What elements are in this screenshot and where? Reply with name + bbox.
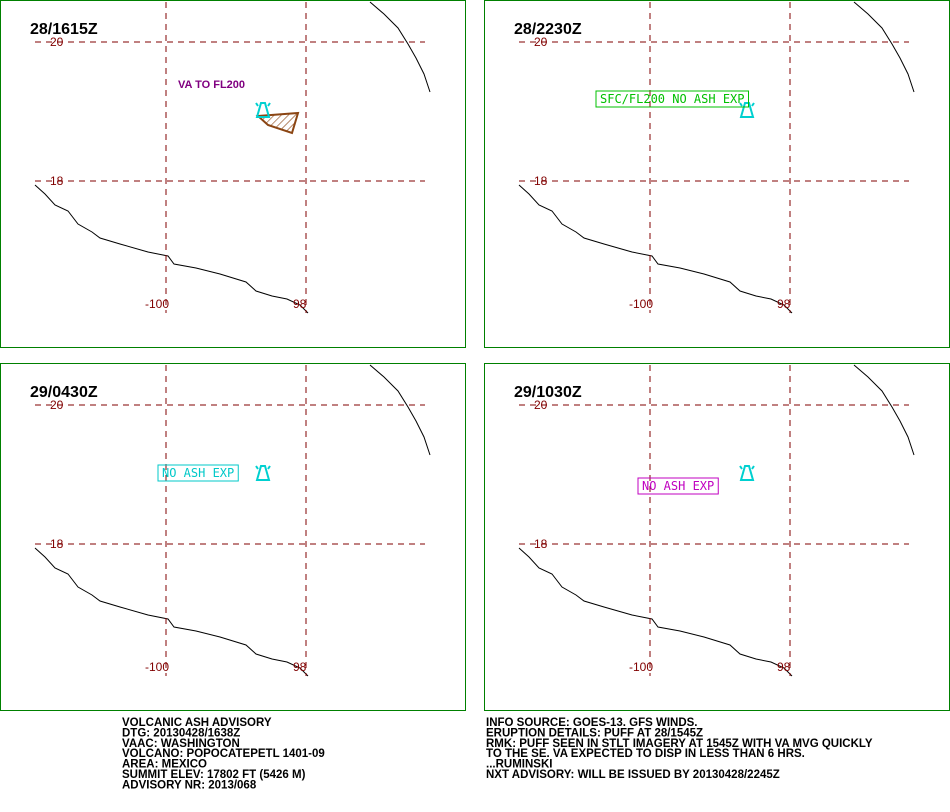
lon-label: -100 [145,660,169,674]
panel-frame [484,0,950,348]
footer-line: INFO SOURCE: GOES-13. GFS WINDS. [486,717,698,729]
valid-time: 28/2230Z [514,21,582,38]
footer-line: RMK: PUFF SEEN IN STLT IMAGERY AT 1545Z … [486,738,873,750]
footer-line: ...RUMINSKI [486,759,552,771]
panel-frame [484,363,950,711]
lon-label: -100 [145,297,169,311]
footer-line: VOLCANIC ASH ADVISORY [122,717,272,729]
lat-label: 18 [534,537,548,551]
annotation-box [637,477,719,495]
coastline [34,184,309,314]
lat-label: 20 [50,398,64,412]
coastline [853,364,915,456]
coastline [369,1,431,93]
coastline [853,1,915,93]
annotation: NO ASH EXP [642,479,714,493]
lat-label: 18 [50,537,64,551]
annotation: NO ASH EXP [162,466,234,480]
lat-label: 18 [534,174,548,188]
footer-line: NXT ADVISORY: WILL BE ISSUED BY 20130428… [486,769,780,781]
lat-label: 20 [534,35,548,49]
footer-line: DTG: 20130428/1638Z [122,727,240,739]
footer-line: TO THE SE. VA EXPECTED TO DISP IN LESS T… [486,748,805,760]
volcano-icon [255,102,271,118]
lon-label: -100 [629,660,653,674]
lat-label: 20 [50,35,64,49]
coastline [369,364,431,456]
footer-line: SUMMIT ELEV: 17802 FT (5426 M) [122,769,306,781]
lon-label: 98 [293,297,307,311]
valid-time: 29/0430Z [30,384,98,401]
lat-label: 20 [534,398,548,412]
annotation-box [157,464,239,482]
footer-line: ADVISORY NR: 2013/068 [122,779,257,791]
footer-line: VOLCANO: POPOCATEPETL 1401-09 [122,748,325,760]
annotation: SFC/FL200 NO ASH EXP [600,92,745,106]
panel-frame [0,0,466,348]
lon-label: -100 [629,297,653,311]
coastline [34,547,309,677]
lon-label: 98 [777,297,791,311]
lon-label: 98 [293,660,307,674]
panel-frame [0,363,466,711]
valid-time: 28/1615Z [30,21,98,38]
valid-time: 29/1030Z [514,384,582,401]
lat-label: 18 [50,174,64,188]
annotation: VA TO FL200 [178,79,245,91]
annotation-box [595,90,749,108]
footer-line: VAAC: WASHINGTON [122,738,240,750]
lon-label: 98 [777,660,791,674]
footer-line: AREA: MEXICO [122,759,207,771]
coastline [518,184,793,314]
coastline [518,547,793,677]
volcano-icon [739,465,755,481]
volcano-icon [255,465,271,481]
footer-line: ERUPTION DETAILS: PUFF AT 28/1545Z [486,727,703,739]
